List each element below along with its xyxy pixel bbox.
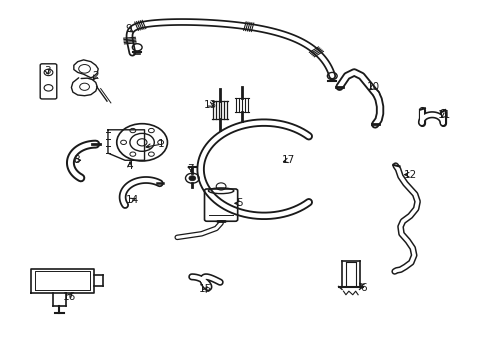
Text: 9: 9 <box>125 24 132 35</box>
Text: 2: 2 <box>92 71 99 81</box>
Text: 12: 12 <box>403 170 416 180</box>
Text: 1: 1 <box>158 139 164 149</box>
Text: 15: 15 <box>199 284 212 294</box>
Text: 8: 8 <box>73 155 80 165</box>
Text: 13: 13 <box>203 100 217 110</box>
Text: 7: 7 <box>187 164 194 174</box>
Text: 3: 3 <box>43 66 50 76</box>
Text: 14: 14 <box>125 195 139 205</box>
Text: 5: 5 <box>236 198 243 208</box>
Text: 10: 10 <box>366 82 380 92</box>
Text: 6: 6 <box>360 283 366 293</box>
Text: 17: 17 <box>281 155 294 165</box>
Text: 11: 11 <box>437 111 450 121</box>
Text: 4: 4 <box>126 161 133 171</box>
Text: 16: 16 <box>62 292 76 302</box>
Circle shape <box>188 176 195 181</box>
